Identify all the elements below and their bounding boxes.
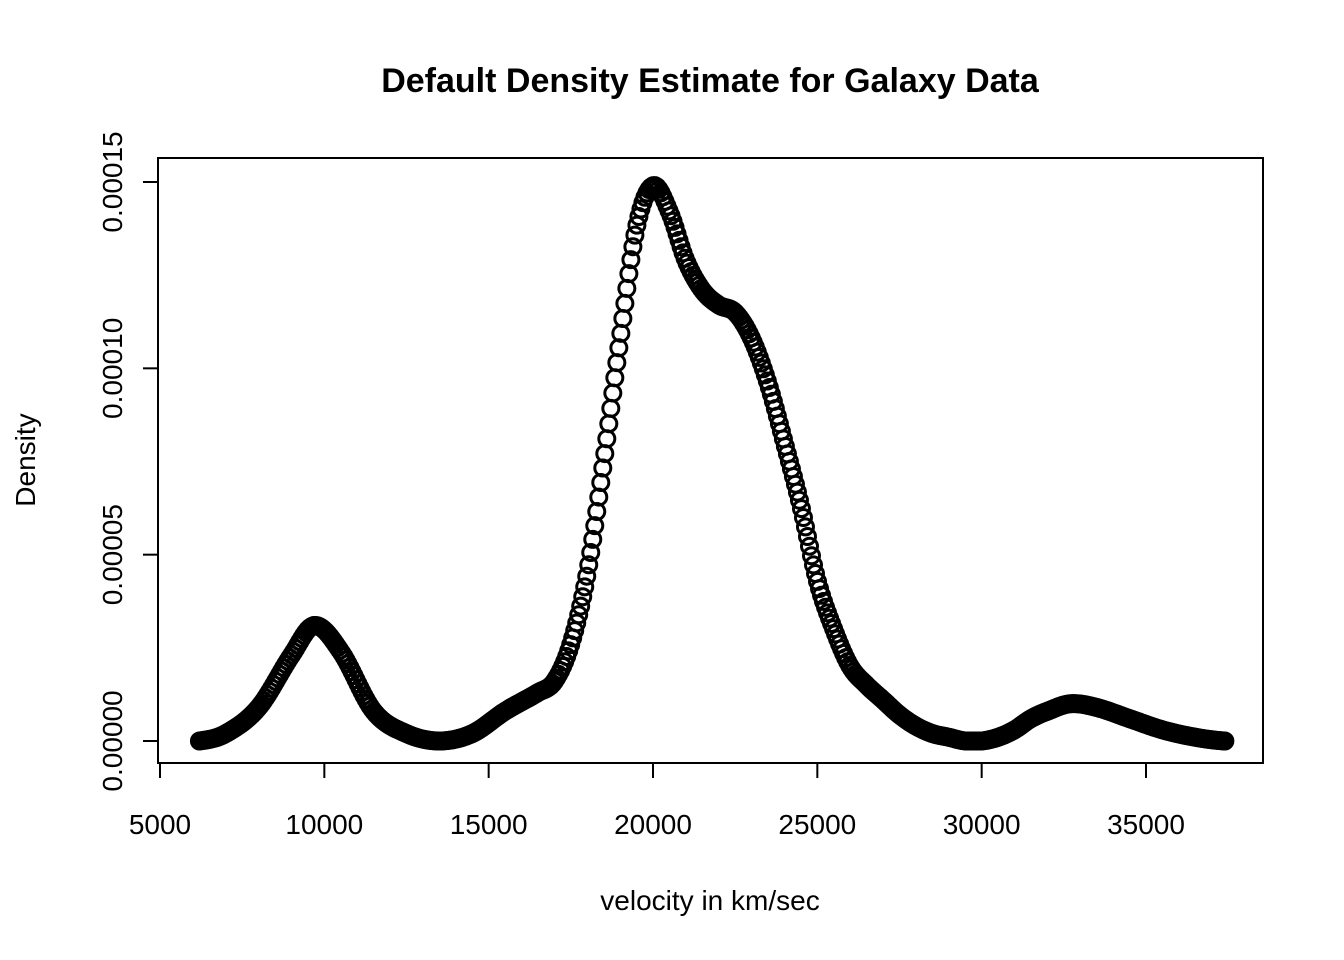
y-axis: 0.00000 0.00005 0.00010 0.00015 (97, 131, 159, 792)
density-point (615, 293, 635, 313)
x-tick-label: 20000 (614, 809, 692, 840)
density-point (581, 542, 601, 562)
density-point (575, 577, 595, 597)
density-point (791, 499, 811, 519)
density-point (585, 516, 605, 536)
density-point (573, 587, 593, 607)
y-tick-label: 0.00005 (97, 504, 128, 605)
density-point (789, 490, 809, 510)
y-axis-label: Density (10, 413, 41, 506)
density-point (623, 237, 643, 257)
density-point (571, 596, 591, 616)
density-point (793, 508, 813, 528)
x-axis-label: velocity in km/sec (600, 885, 819, 916)
y-tick-label: 0.00010 (97, 318, 128, 419)
chart-title: Default Density Estimate for Galaxy Data (381, 62, 1040, 100)
density-point (579, 555, 599, 575)
density-point (797, 527, 817, 547)
x-tick-label: 15000 (450, 809, 528, 840)
y-tick-label: 0.00000 (97, 690, 128, 791)
density-point (799, 536, 819, 556)
density-point (619, 264, 639, 284)
plot-frame (157, 157, 1264, 764)
x-tick-label: 5000 (129, 809, 191, 840)
density-point (567, 613, 587, 633)
density-point (577, 566, 597, 586)
x-tick-label: 30000 (943, 809, 1021, 840)
density-points (189, 176, 1235, 751)
x-axis: 5000 10000 15000 20000 25000 30000 35000 (129, 762, 1185, 840)
density-point (621, 250, 641, 270)
density-point (795, 517, 815, 537)
density-point (1215, 731, 1235, 751)
y-tick-label: 0.00015 (97, 131, 128, 232)
density-point (625, 225, 645, 245)
x-tick-label: 25000 (778, 809, 856, 840)
density-point (801, 546, 821, 566)
density-point (569, 605, 589, 625)
density-point (605, 368, 625, 388)
density-point (601, 398, 621, 418)
density-point (583, 529, 603, 549)
density-point (599, 414, 619, 434)
x-tick-label: 35000 (1107, 809, 1185, 840)
density-point (603, 383, 623, 403)
x-tick-label: 10000 (285, 809, 363, 840)
